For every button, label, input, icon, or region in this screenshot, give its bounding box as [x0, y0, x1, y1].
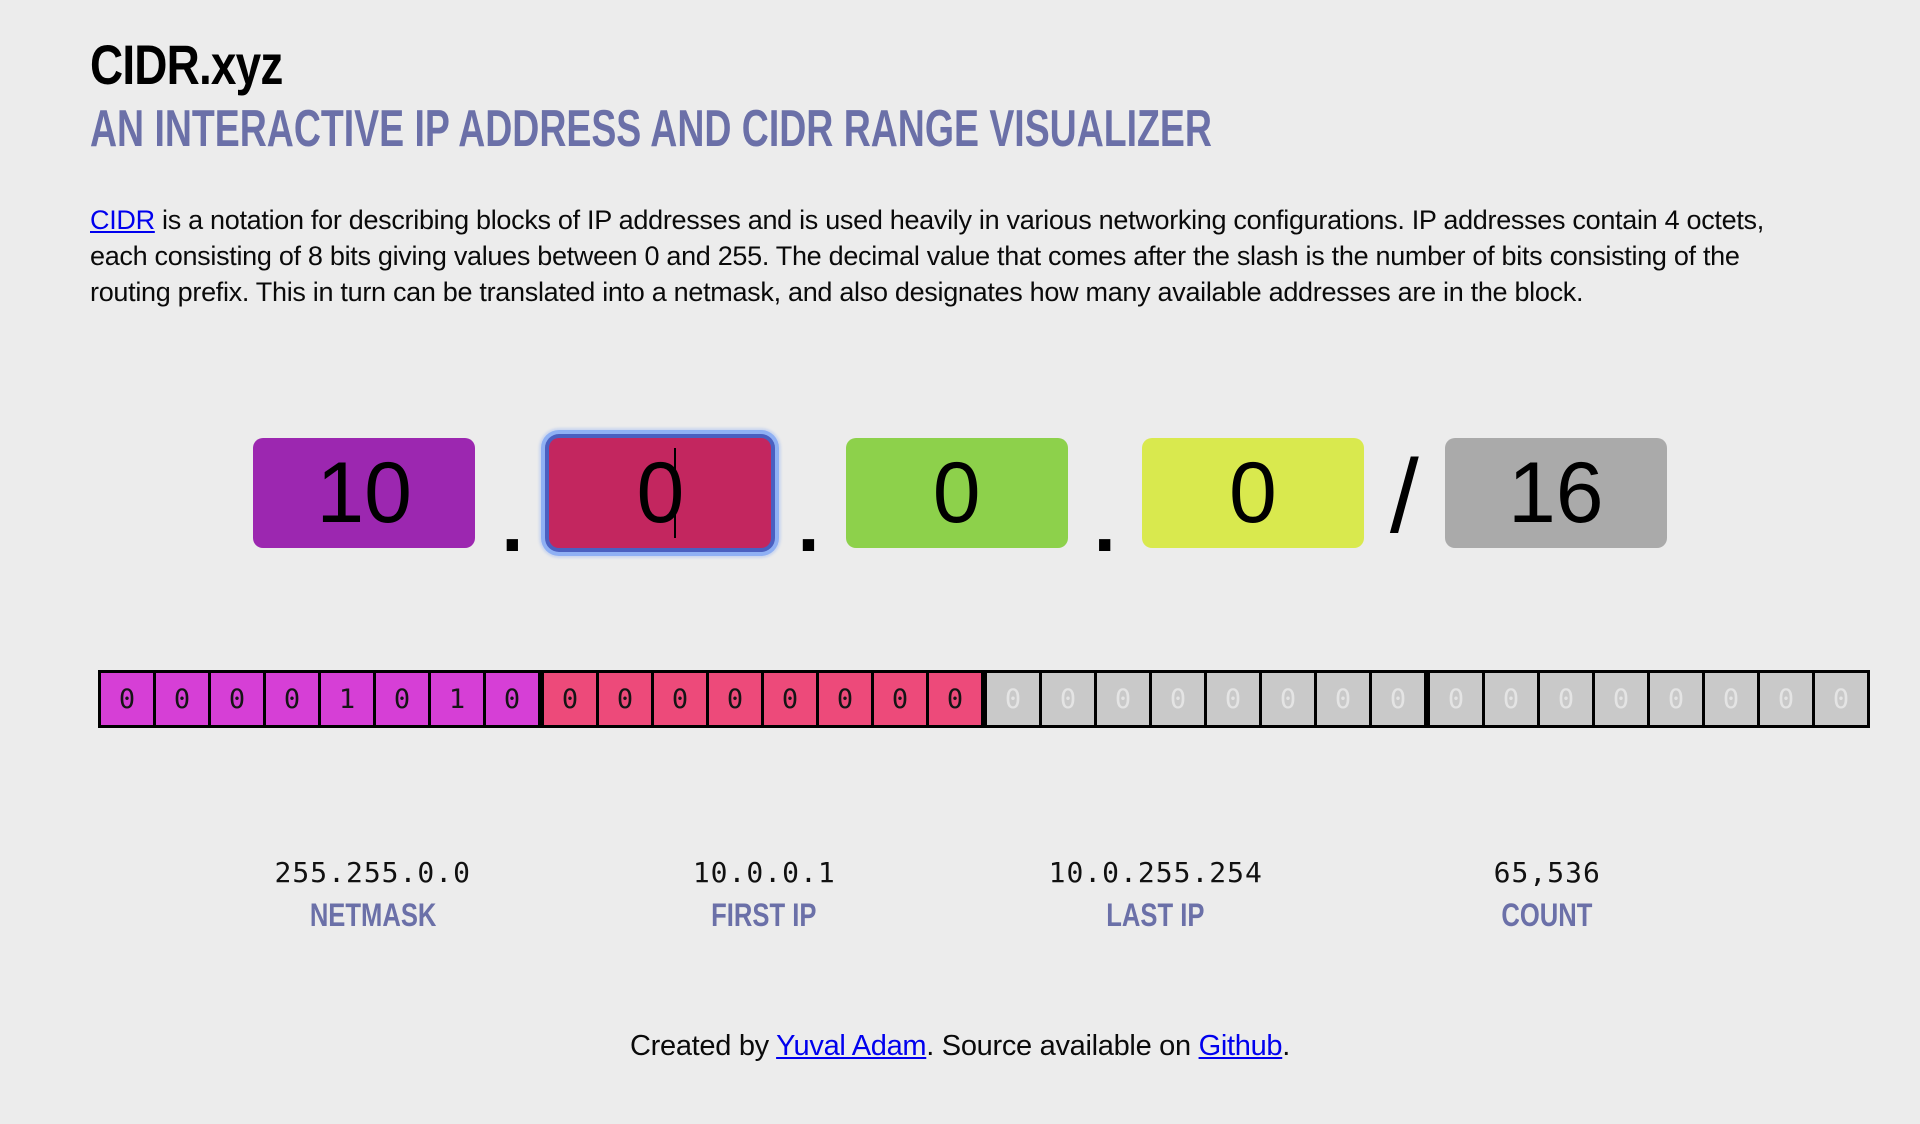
page-subtitle-text: AN INTERACTIVE IP ADDRESS AND CIDR RANGE…: [90, 99, 1212, 158]
stat-last-ip: 10.0.255.254 LAST IP: [960, 856, 1352, 934]
octet-input-1[interactable]: [253, 438, 476, 549]
stat-count: 65,536 COUNT: [1352, 856, 1744, 934]
ip-address-input-row: . . . /: [90, 438, 1830, 569]
page: CIDR.xyz AN INTERACTIVE IP ADDRESS AND C…: [90, 34, 1870, 1063]
bit-cell[interactable]: 0: [1647, 670, 1705, 729]
last-ip-label-text: LAST IP: [1106, 897, 1205, 934]
footer-middle-text: . Source available on: [926, 1030, 1199, 1063]
bit-cell[interactable]: 0: [483, 670, 541, 729]
bit-cell[interactable]: 0: [926, 670, 984, 729]
first-ip-value: 10.0.0.1: [692, 856, 836, 890]
prefix-wrap: [1444, 438, 1667, 549]
last-ip-label: LAST IP: [960, 897, 1352, 934]
stats-row: 255.255.0.0 NETMASK 10.0.0.1 FIRST IP 10…: [177, 856, 1743, 934]
page-title-text: CIDR.xyz: [90, 33, 283, 96]
octet-input-3[interactable]: [845, 438, 1068, 549]
octet-separator-dot: .: [1093, 479, 1116, 569]
footer-period-text: .: [1282, 1030, 1290, 1063]
count-label: COUNT: [1352, 897, 1744, 934]
stat-first-ip: 10.0.0.1 FIRST IP: [569, 856, 961, 934]
bit-cell[interactable]: 0: [208, 670, 266, 729]
netmask-label-text: NETMASK: [309, 897, 437, 934]
octet-separator-dot: .: [797, 479, 820, 569]
netmask-label: NETMASK: [177, 897, 569, 934]
bit-cell[interactable]: 0: [1369, 670, 1427, 729]
bit-cell[interactable]: 0: [871, 670, 929, 729]
cidr-slash: /: [1389, 438, 1419, 555]
footer-created-by-text: Created by: [630, 1030, 777, 1063]
bit-group-octet-4: 0 0 0 0 0 0 0 0: [1427, 670, 1870, 729]
bit-group-octet-3: 0 0 0 0 0 0 0 0: [984, 670, 1427, 729]
octet-input-4[interactable]: [1141, 438, 1364, 549]
bit-cell[interactable]: 0: [1537, 670, 1595, 729]
count-value: 65,536: [1493, 856, 1601, 890]
bit-cell[interactable]: 0: [1702, 670, 1760, 729]
bit-cell[interactable]: 0: [541, 670, 599, 729]
bit-cell[interactable]: 0: [1039, 670, 1097, 729]
bit-group-octet-1: 0 0 0 0 1 0 1 0: [98, 670, 541, 729]
bit-cell[interactable]: 0: [651, 670, 709, 729]
bit-cell[interactable]: 1: [318, 670, 376, 729]
netmask-value: 255.255.0.0: [274, 856, 471, 890]
last-ip-value: 10.0.255.254: [1048, 856, 1263, 890]
page-subtitle: AN INTERACTIVE IP ADDRESS AND CIDR RANGE…: [90, 99, 1830, 158]
octet-1-wrap: [253, 438, 476, 549]
bit-cell[interactable]: 0: [1259, 670, 1317, 729]
bit-cell[interactable]: 0: [596, 670, 654, 729]
bit-cell[interactable]: 0: [373, 670, 431, 729]
bit-cell[interactable]: 0: [1757, 670, 1815, 729]
github-link[interactable]: Github: [1198, 1030, 1283, 1063]
text-cursor: [673, 448, 676, 539]
bit-cell[interactable]: 0: [1149, 670, 1207, 729]
intro-text: is a notation for describing blocks of I…: [90, 205, 1764, 308]
octet-input-2[interactable]: [549, 438, 772, 549]
first-ip-label: FIRST IP: [569, 897, 961, 934]
bit-cell[interactable]: 0: [706, 670, 764, 729]
intro-paragraph: CIDR is a notation for describing blocks…: [90, 202, 1780, 310]
octet-2-wrap: [549, 438, 772, 549]
bit-cell[interactable]: 1: [428, 670, 486, 729]
bit-cell[interactable]: 0: [1204, 670, 1262, 729]
count-label-text: COUNT: [1501, 897, 1593, 934]
bit-cell[interactable]: 0: [1592, 670, 1650, 729]
bit-cell[interactable]: 0: [153, 670, 211, 729]
bit-cell[interactable]: 0: [984, 670, 1042, 729]
footer: Created by Yuval Adam. Source available …: [90, 1030, 1830, 1063]
octet-3-wrap: [845, 438, 1068, 549]
octet-separator-dot: .: [501, 479, 524, 569]
octet-4-wrap: [1141, 438, 1364, 549]
bit-group-octet-2: 0 0 0 0 0 0 0 0: [541, 670, 984, 729]
bit-cell[interactable]: 0: [1314, 670, 1372, 729]
bit-cell[interactable]: 0: [1094, 670, 1152, 729]
cidr-wikipedia-link[interactable]: CIDR: [90, 205, 155, 236]
binary-bits-row: 0 0 0 0 1 0 1 0 0 0 0 0 0 0 0 0 0 0 0 0 …: [90, 670, 1870, 729]
cidr-prefix-input[interactable]: [1444, 438, 1667, 549]
bit-cell[interactable]: 0: [1812, 670, 1870, 729]
bit-cell[interactable]: 0: [761, 670, 819, 729]
stat-netmask: 255.255.0.0 NETMASK: [177, 856, 569, 934]
bit-cell[interactable]: 0: [263, 670, 321, 729]
bit-cell[interactable]: 0: [98, 670, 156, 729]
first-ip-label-text: FIRST IP: [711, 897, 817, 934]
page-title: CIDR.xyz: [90, 34, 1830, 96]
bit-cell[interactable]: 0: [1427, 670, 1485, 729]
author-link[interactable]: Yuval Adam: [776, 1030, 927, 1063]
bit-cell[interactable]: 0: [816, 670, 874, 729]
bit-cell[interactable]: 0: [1482, 670, 1540, 729]
